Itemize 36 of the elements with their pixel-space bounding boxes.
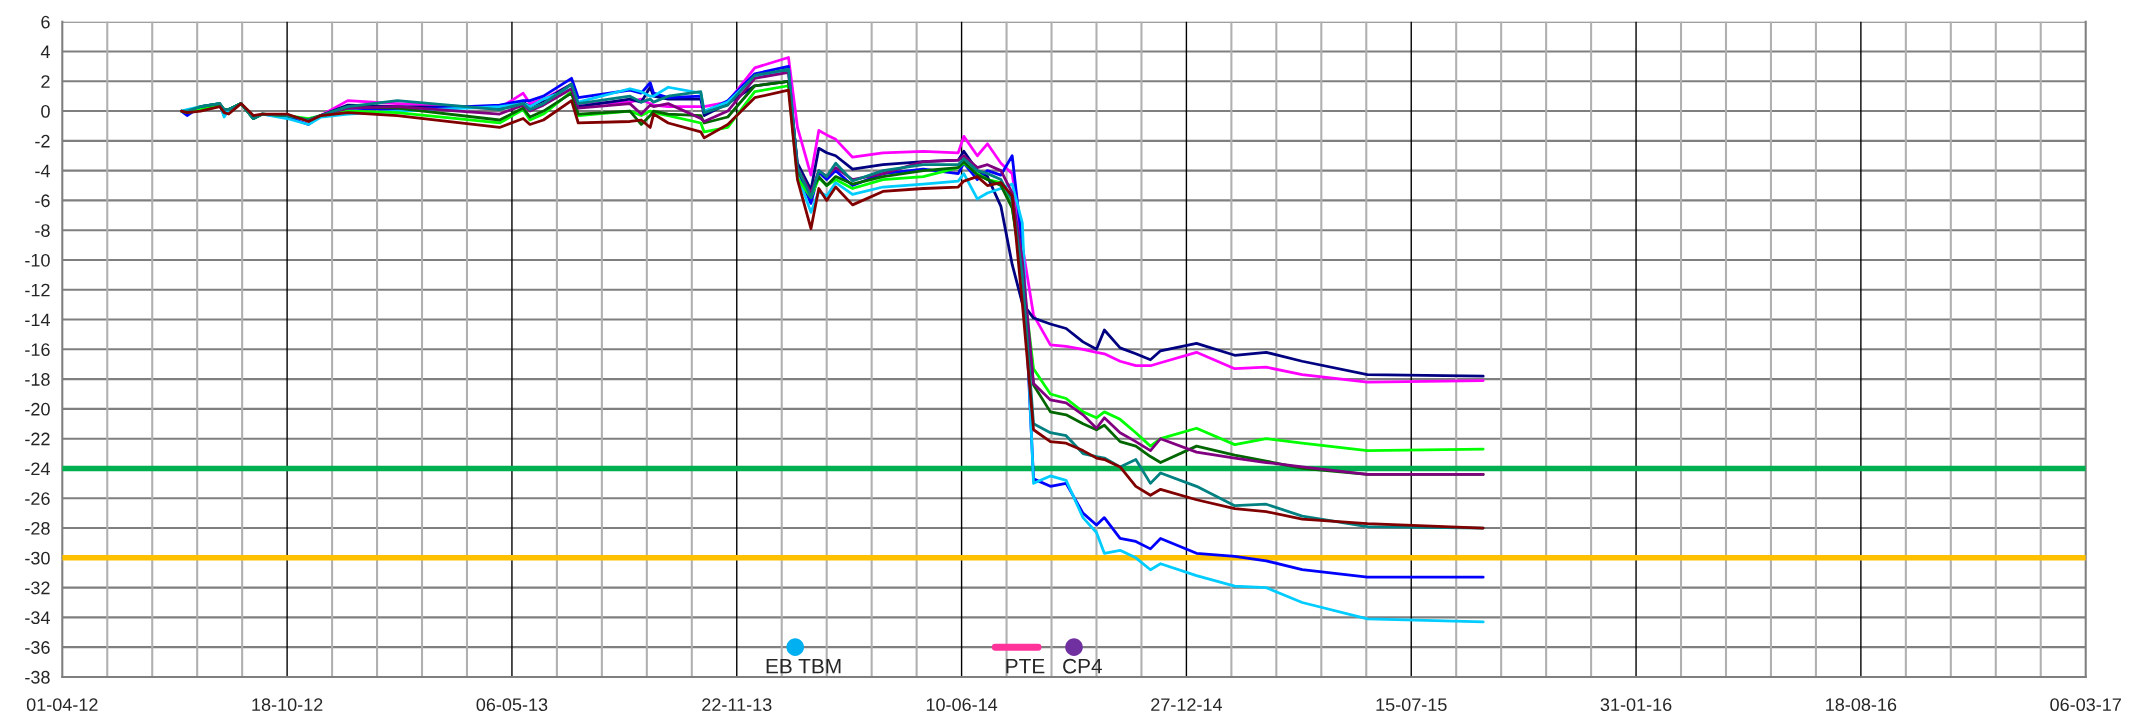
y-tick-label: -28	[25, 521, 50, 535]
y-tick-label: -20	[25, 402, 50, 416]
x-tick-label: 06-03-17	[2050, 698, 2121, 712]
x-tick-label: 18-08-16	[1826, 698, 1897, 712]
y-tick-label: -18	[25, 373, 50, 386]
y-tick-label: -24	[25, 462, 50, 475]
x-tick-label: 22-11-13	[702, 698, 772, 712]
y-tick-label: -4	[35, 164, 50, 178]
y-tick-label: -2	[35, 134, 50, 148]
x-tick-label: 15-07-15	[1376, 698, 1447, 712]
x-tick-label: 31-01-16	[1600, 698, 1672, 712]
x-tick-label: 18-10-12	[252, 698, 323, 712]
x-tick-label: 27-12-14	[1151, 698, 1223, 711]
annotation: CP4	[1063, 658, 1102, 674]
x-tick-label: 06-05-13	[476, 698, 548, 712]
y-tick-label: -38	[25, 670, 50, 684]
y-tick-label: -34	[25, 611, 50, 625]
annotation: EB TBM	[766, 659, 841, 674]
y-tick-label: 4	[40, 45, 50, 59]
annotation: PTE	[1006, 659, 1045, 674]
y-tick-label: -36	[25, 641, 50, 654]
y-tick-label: 0	[41, 105, 50, 118]
x-tick-label: 10-06-14	[926, 698, 998, 712]
y-tick-label: 6	[41, 15, 50, 29]
y-tick-label: -14	[25, 313, 50, 327]
y-tick-label: -6	[35, 194, 50, 208]
y-tick-label: -26	[25, 492, 50, 505]
y-tick-label: -16	[25, 343, 50, 357]
y-tick-label: -12	[25, 283, 50, 297]
y-tick-label: 2	[41, 75, 50, 88]
y-tick-label: -8	[35, 224, 50, 237]
y-tick-label: -22	[25, 432, 50, 446]
y-tick-label: -32	[25, 581, 50, 595]
y-tick-label: -30	[25, 551, 50, 565]
y-tick-label: -10	[25, 253, 50, 267]
x-tick-label: 01-04-12	[26, 698, 98, 712]
